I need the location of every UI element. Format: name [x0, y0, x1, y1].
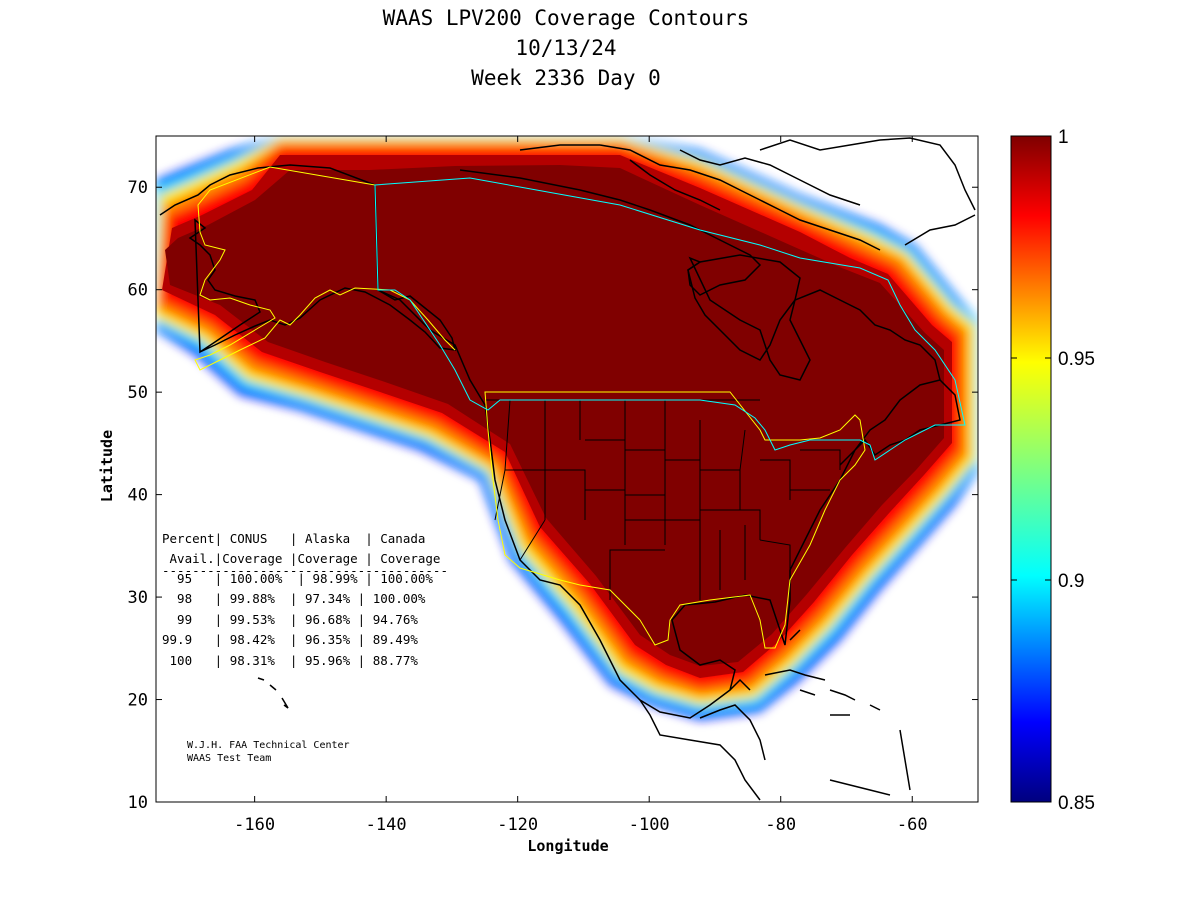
- colorbar-tick-label: 0.85: [1058, 793, 1095, 814]
- colorbar-gradient: [1010, 135, 1052, 803]
- colorbar-tick-label: 0.9: [1058, 571, 1084, 592]
- y-tick-label: 40: [128, 486, 148, 506]
- x-tick-label: -160: [234, 815, 275, 835]
- plot-title-line3: Week 2336 Day 0: [471, 66, 661, 90]
- table-row: 99.9 | 98.42% | 96.35% | 89.49%: [162, 632, 418, 647]
- plot-title-line2: 10/13/24: [515, 36, 617, 60]
- y-tick-label: 60: [128, 281, 148, 301]
- table-divider: --------------------------------------: [162, 563, 448, 578]
- credit-line2: WAAS Test Team: [187, 753, 271, 764]
- x-tick-label: -60: [897, 815, 928, 835]
- conus-boundary: [484, 391, 866, 649]
- table-header-row1: Percent| CONUS | Alaska | Canada: [162, 531, 425, 546]
- colorbar-tick-label: 1: [1058, 127, 1069, 148]
- alaska-boundary: [194, 166, 456, 371]
- hudson-bay-coast: [687, 254, 801, 361]
- arctic-islands: [519, 137, 976, 251]
- x-axis: -160 -140 -120 -100 -80 -60: [234, 136, 928, 835]
- table-row: 95 | 100.00% | 98.99% | 100.00%: [162, 571, 433, 586]
- y-tick-label: 70: [128, 178, 148, 198]
- x-tick-label: -120: [497, 815, 538, 835]
- y-axis: 10 20 30 40 50 60 70: [128, 178, 978, 813]
- table-row: 100 | 98.31% | 95.96% | 88.77%: [162, 653, 418, 668]
- colorbar: 0.85 0.9 0.95 1: [1010, 127, 1095, 814]
- x-tick-label: -100: [629, 815, 670, 835]
- colorbar-tick-label: 0.95: [1058, 349, 1095, 370]
- table-header-row2: Avail.|Coverage |Coverage | Coverage: [162, 551, 440, 566]
- colorbar-ticks: 0.85 0.9 0.95 1: [1011, 127, 1095, 814]
- service-boundaries: [194, 166, 966, 649]
- y-tick-label: 30: [128, 588, 148, 608]
- coverage-contours: [156, 136, 978, 801]
- table-row: 98 | 99.88% | 97.34% | 100.00%: [162, 591, 426, 606]
- x-tick-label: -140: [366, 815, 407, 835]
- availability-table: Percent| CONUS | Alaska | Canada Avail.|…: [162, 531, 448, 668]
- plot-title-line1: WAAS LPV200 Coverage Contours: [382, 6, 750, 30]
- y-tick-label: 10: [128, 793, 148, 813]
- x-axis-label: Longitude: [527, 837, 608, 855]
- north-america-coast: [377, 169, 961, 719]
- hawaii-islands: [257, 677, 289, 709]
- plot-frame: [155, 135, 979, 803]
- y-tick-label: 20: [128, 691, 148, 711]
- table-row: 99 | 99.53% | 96.68% | 94.76%: [162, 612, 418, 627]
- y-tick-label: 50: [128, 383, 148, 403]
- central-america-coast: [639, 678, 766, 801]
- credit-line1: W.J.H. FAA Technical Center: [187, 740, 350, 751]
- x-tick-label: -80: [765, 815, 796, 835]
- canada-boundary: [374, 177, 966, 461]
- y-axis-label: Latitude: [98, 430, 116, 502]
- caribbean-islands: [764, 629, 911, 796]
